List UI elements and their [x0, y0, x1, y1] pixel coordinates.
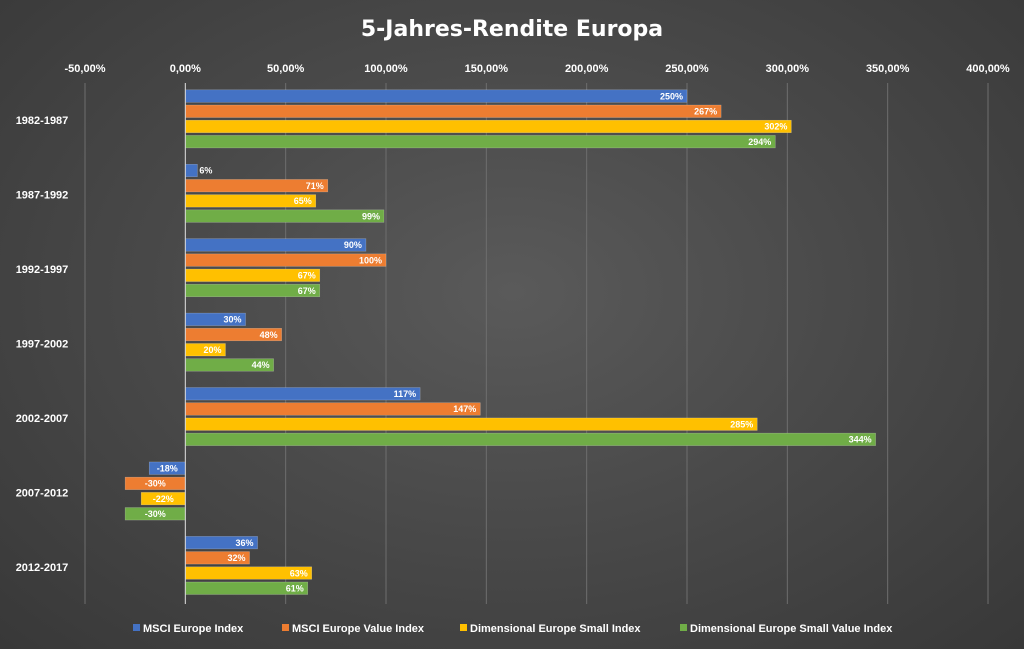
bar [185, 417, 758, 431]
legend-swatch [282, 624, 289, 631]
category-label: 1992-1997 [16, 264, 69, 276]
data-label: 344% [849, 435, 872, 445]
data-label: -30% [145, 509, 166, 519]
data-label: 302% [764, 122, 787, 132]
x-tick-label: -50,00% [65, 63, 106, 75]
data-label: 32% [228, 553, 246, 563]
x-tick-label: 200,00% [565, 63, 609, 75]
x-tick-label: 300,00% [766, 63, 810, 75]
data-label: 48% [260, 330, 278, 340]
bars: 250% 267% 302% 294% 6% 71% 65% 99% 90% 100% 67% 67%… [124, 89, 876, 595]
bar [185, 209, 385, 223]
legend-swatch [460, 624, 467, 631]
data-label: 67% [298, 286, 316, 296]
category-label: 1987-1992 [16, 190, 69, 202]
data-label: 117% [394, 389, 417, 399]
bar [185, 163, 198, 177]
data-label: 30% [224, 315, 242, 325]
bar [185, 238, 367, 252]
data-label: 44% [252, 360, 270, 370]
data-label: 294% [748, 137, 771, 147]
bar [185, 119, 792, 133]
x-axis-ticks: -50,00% 0,00% 50,00% 100,00% 150,00% 200,00% 2… [65, 63, 1010, 75]
x-tick-label: 50,00% [267, 63, 305, 75]
bar [185, 135, 776, 149]
data-label: -30% [145, 479, 166, 489]
bar [185, 253, 387, 267]
category-label: 1982-1987 [16, 115, 69, 127]
chart-title: 5-Jahres-Rendite Europa [361, 17, 663, 42]
data-label: 61% [286, 583, 304, 593]
category-label: 2012-2017 [16, 562, 69, 574]
bar [185, 402, 481, 416]
data-label: 100% [359, 255, 382, 265]
x-tick-label: 350,00% [866, 63, 910, 75]
data-label: 90% [344, 240, 362, 250]
data-label: 63% [290, 568, 308, 578]
legend-label: Dimensional Europe Small Index [470, 623, 641, 635]
category-label: 2002-2007 [16, 413, 69, 425]
data-label: 99% [362, 211, 380, 221]
data-label: 250% [660, 91, 683, 101]
legend-swatch [680, 624, 687, 631]
x-tick-label: 150,00% [465, 63, 509, 75]
data-label: 36% [236, 538, 254, 548]
category-label: 2007-2012 [16, 487, 69, 499]
bar [185, 104, 722, 118]
x-tick-label: 400,00% [966, 63, 1010, 75]
data-label: -22% [153, 494, 174, 504]
data-label: 20% [203, 345, 221, 355]
data-label: 71% [306, 181, 324, 191]
legend-label: MSCI Europe Value Index [292, 623, 425, 635]
data-label: 147% [453, 404, 476, 414]
data-label: 267% [694, 107, 717, 117]
category-labels: 1982-1987 1987-1992 1992-1997 1997-2002 2002… [16, 115, 69, 574]
x-tick-label: 250,00% [665, 63, 709, 75]
legend: MSCI Europe Index MSCI Europe Value Index… [133, 623, 893, 635]
data-label: 285% [730, 419, 753, 429]
data-label: -18% [157, 463, 178, 473]
bar [185, 432, 876, 446]
legend-label: Dimensional Europe Small Value Index [690, 623, 893, 635]
category-label: 1997-2002 [16, 339, 69, 351]
bar [185, 387, 421, 401]
data-label: 67% [298, 271, 316, 281]
bar [185, 89, 688, 103]
legend-swatch [133, 624, 140, 631]
legend-label: MSCI Europe Index [143, 623, 244, 635]
data-label: 6% [199, 166, 212, 176]
x-tick-label: 100,00% [364, 63, 408, 75]
data-label: 65% [294, 196, 312, 206]
x-tick-label: 0,00% [170, 63, 201, 75]
